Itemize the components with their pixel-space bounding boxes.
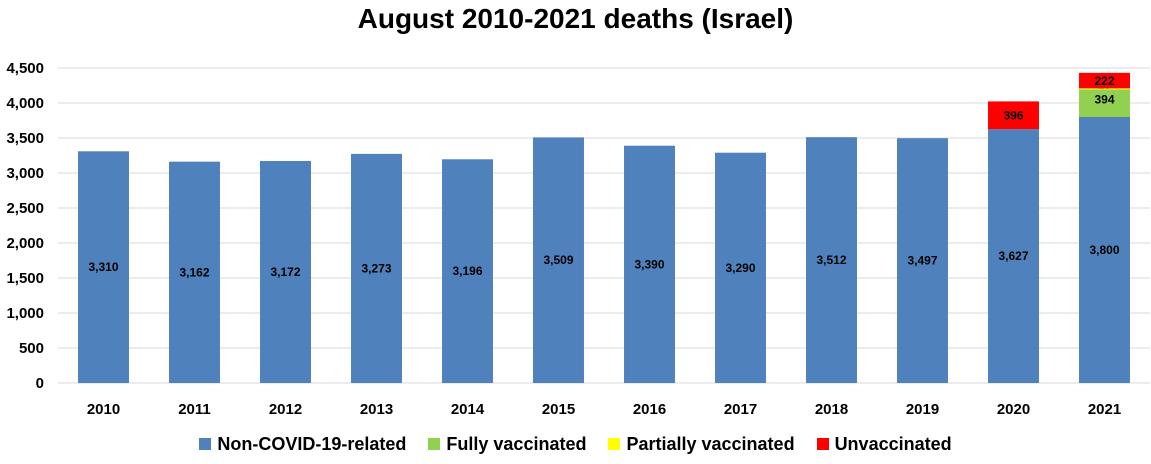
legend-label: Partially vaccinated <box>626 434 795 454</box>
x-tick-label: 2012 <box>269 401 302 418</box>
data-label: 3,390 <box>634 257 664 271</box>
x-tick-label: 2018 <box>815 401 848 418</box>
legend-swatch <box>816 438 829 450</box>
bar-non-covid-19-related-2010 <box>78 151 129 383</box>
x-tick-label: 2017 <box>724 401 757 418</box>
bar-non-covid-19-related-2012 <box>260 160 311 383</box>
x-tick-label: 2021 <box>1088 401 1121 418</box>
bar-non-covid-19-related-2017 <box>715 152 766 383</box>
data-label: 3,497 <box>907 254 937 268</box>
x-tick-label: 2016 <box>633 401 666 418</box>
x-tick-label: 2019 <box>906 401 939 418</box>
bar-non-covid-19-related-2018 <box>806 137 857 383</box>
legend-swatch <box>608 438 621 450</box>
bar-non-covid-19-related-2011 <box>169 161 220 383</box>
bar-partially-vaccinated-2021 <box>1079 88 1130 90</box>
legend-item: Partially vaccinated <box>608 434 795 455</box>
y-tick-label: 500 <box>19 340 44 357</box>
bar-non-covid-19-related-2015 <box>533 137 584 383</box>
legend-item: Unvaccinated <box>816 434 952 455</box>
bar-non-covid-19-related-2021 <box>1079 117 1130 383</box>
chart-title: August 2010-2021 deaths (Israel) <box>357 3 794 34</box>
data-label: 3,196 <box>452 264 482 278</box>
y-tick-label: 2,000 <box>6 235 44 252</box>
data-label: 3,800 <box>1089 243 1119 257</box>
legend-label: Fully vaccinated <box>446 434 587 454</box>
data-label: 394 <box>1094 92 1114 106</box>
bar-fully-vaccinated-2021 <box>1079 89 1130 117</box>
chart-legend: Non-COVID-19-related Fully vaccinated Part… <box>0 434 1151 455</box>
y-tick-label: 4,000 <box>6 95 44 112</box>
data-label: 3,273 <box>361 261 391 275</box>
bar-non-covid-19-related-2013 <box>351 153 402 383</box>
x-tick-label: 2013 <box>360 401 393 418</box>
legend-swatch <box>199 438 212 450</box>
bar-unvaccinated-2021 <box>1079 72 1130 89</box>
data-label: 3,627 <box>998 249 1028 263</box>
legend-item: Non-COVID-19-related <box>199 434 406 455</box>
data-label: 3,290 <box>725 261 755 275</box>
y-tick-label: 1,500 <box>6 270 44 287</box>
bar-non-covid-19-related-2019 <box>897 138 948 383</box>
y-tick-label: 3,500 <box>6 130 44 147</box>
data-label: 3,512 <box>816 253 846 267</box>
bar-unvaccinated-2020 <box>988 101 1039 130</box>
data-label: 3,509 <box>543 253 573 267</box>
chart-plot: 0 500 1,000 1,500 2,000 2,500 3,000 3,500 4,000 4… <box>6 60 1150 418</box>
y-tick-label: 0 <box>36 375 44 392</box>
data-label: 222 <box>1094 74 1114 88</box>
y-tick-label: 1,000 <box>6 305 44 322</box>
data-label: 396 <box>1003 108 1023 122</box>
legend-item: Fully vaccinated <box>428 434 586 455</box>
legend-label: Unvaccinated <box>834 434 952 454</box>
x-tick-label: 2015 <box>542 401 575 418</box>
data-label: 3,162 <box>179 265 209 279</box>
data-label: 3,310 <box>88 260 118 274</box>
legend-swatch <box>428 438 441 450</box>
x-tick-label: 2020 <box>997 401 1030 418</box>
y-tick-label: 3,000 <box>6 165 44 182</box>
y-tick-label: 2,500 <box>6 200 44 217</box>
x-tick-label: 2010 <box>87 401 120 418</box>
legend-label: Non-COVID-19-related <box>217 434 407 454</box>
bar-non-covid-19-related-2020 <box>988 129 1039 383</box>
y-tick-label: 4,500 <box>6 60 44 77</box>
data-label: 3,172 <box>270 265 300 279</box>
bar-non-covid-19-related-2016 <box>624 145 675 383</box>
bar-non-covid-19-related-2014 <box>442 159 493 383</box>
x-tick-label: 2011 <box>178 401 211 418</box>
x-tick-label: 2014 <box>451 401 485 418</box>
